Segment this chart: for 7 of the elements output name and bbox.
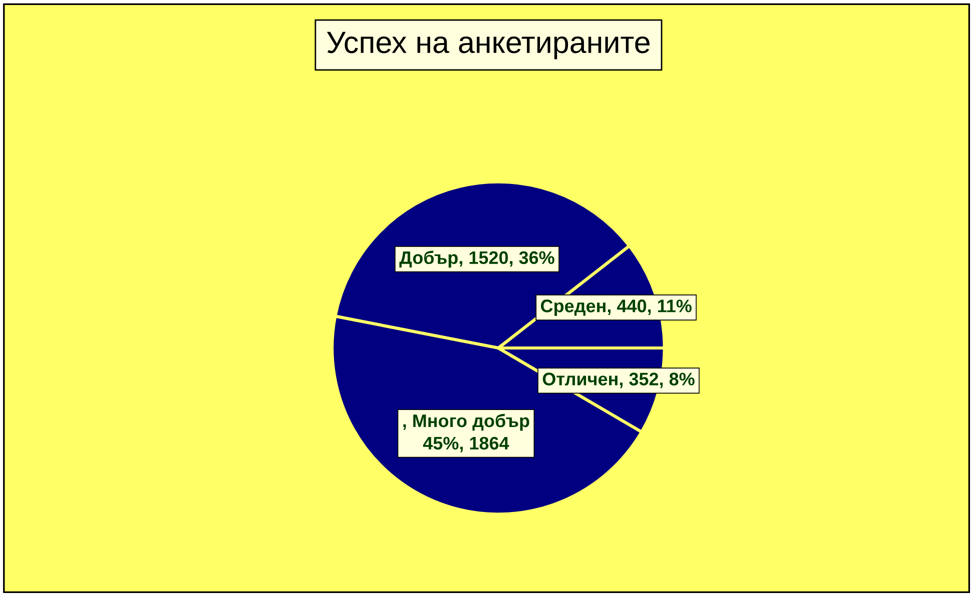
data-label: , 440, 11%	[608, 300, 692, 315]
data-label: , 1520, 36%	[460, 251, 554, 267]
slice-label: Среден	[540, 300, 606, 316]
slice-label: Отличен	[542, 372, 618, 386]
slice-label: Добър	[399, 250, 458, 268]
chart-title: Успех на анкетираните	[326, 32, 650, 60]
data-label: , 352, 8%	[620, 372, 695, 388]
